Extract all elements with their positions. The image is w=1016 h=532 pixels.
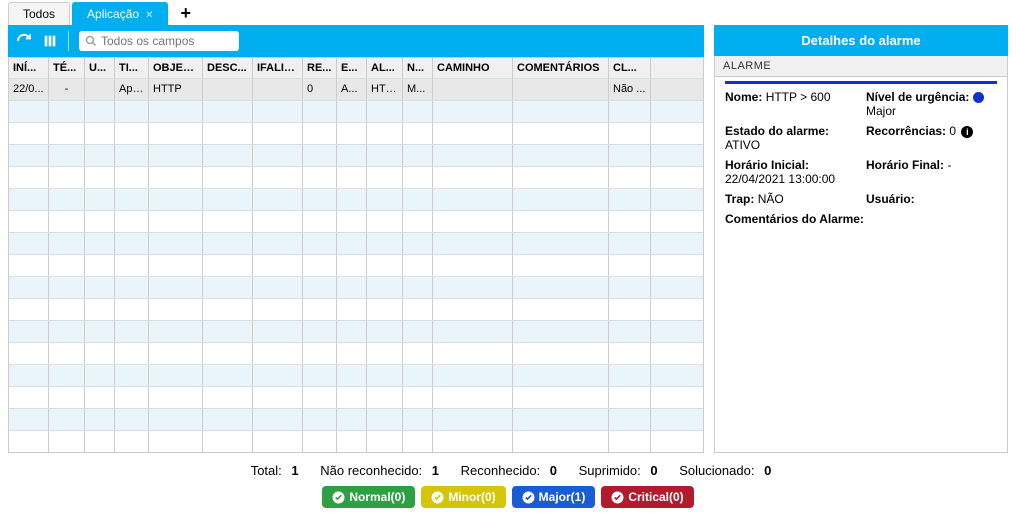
table-row xyxy=(9,100,703,122)
tab-aplicacao[interactable]: Aplicação✕ xyxy=(72,2,168,25)
table-row xyxy=(9,430,703,452)
col-header[interactable]: INÍ... xyxy=(9,58,49,78)
table-row xyxy=(9,188,703,210)
col-header[interactable]: N... xyxy=(403,58,433,78)
col-header[interactable]: TÉ... xyxy=(49,58,85,78)
field-estado: Estado do alarme:ATIVO xyxy=(725,124,856,152)
alarm-grid: INÍ... TÉ... U... TI... OBJETO DESC... I… xyxy=(8,57,704,453)
footer: Total: 1 Não reconhecido: 1 Reconhecido:… xyxy=(0,453,1016,514)
table-row xyxy=(9,342,703,364)
col-header[interactable]: TI... xyxy=(115,58,149,78)
toolbar xyxy=(8,25,704,57)
col-header[interactable]: RE... xyxy=(303,58,337,78)
field-recor: Recorrências: 0 i xyxy=(866,124,997,152)
table-row xyxy=(9,254,703,276)
info-icon[interactable]: i xyxy=(961,126,973,138)
col-header[interactable]: U... xyxy=(85,58,115,78)
field-nivel: Nível de urgência: Major xyxy=(866,90,997,118)
col-header[interactable]: DESC... xyxy=(203,58,253,78)
stat-nao-reconhecido: Não reconhecido: 1 xyxy=(314,463,439,478)
badge-normal[interactable]: Normal(0) xyxy=(322,486,415,508)
major-dot-icon xyxy=(973,92,984,103)
details-panel: ALARME Nome: HTTP > 600 Nível de urgênci… xyxy=(714,56,1008,453)
search-icon xyxy=(85,35,97,47)
field-horario-final: Horário Final: - xyxy=(866,158,997,186)
stat-total: Total: 1 xyxy=(245,463,299,478)
badge-minor[interactable]: Minor(0) xyxy=(421,486,505,508)
check-circle-icon xyxy=(522,491,535,504)
table-row xyxy=(9,122,703,144)
stat-reconhecido: Reconhecido: 0 xyxy=(455,463,557,478)
severity-bar xyxy=(725,81,997,84)
field-nome: Nome: HTTP > 600 xyxy=(725,90,856,118)
check-circle-icon xyxy=(431,491,444,504)
details-title: Detalhes do alarme xyxy=(714,25,1008,56)
section-alarme: ALARME xyxy=(715,56,1007,77)
table-row xyxy=(9,320,703,342)
tab-todos[interactable]: Todos xyxy=(8,2,70,25)
col-header[interactable]: AL... xyxy=(367,58,403,78)
table-row xyxy=(9,232,703,254)
col-header[interactable]: E... xyxy=(337,58,367,78)
search-input-wrap xyxy=(79,31,239,51)
search-input[interactable] xyxy=(101,34,233,48)
table-row xyxy=(9,364,703,386)
badge-major[interactable]: Major(1) xyxy=(512,486,596,508)
badge-critical[interactable]: Critical(0) xyxy=(601,486,693,508)
field-trap: Trap: NÃO xyxy=(725,192,856,206)
table-row xyxy=(9,408,703,430)
field-comentarios: Comentários do Alarme: xyxy=(725,212,997,226)
col-header[interactable]: IFALIAS xyxy=(253,58,303,78)
grid-body: 22/0... - Apl... HTTP 0 A... HTT... M... xyxy=(9,78,703,452)
table-row xyxy=(9,210,703,232)
close-icon[interactable]: ✕ xyxy=(145,10,153,21)
footer-stats: Total: 1 Não reconhecido: 1 Reconhecido:… xyxy=(0,463,1016,478)
col-header[interactable]: COMENTÁRIOS xyxy=(513,58,609,78)
table-row xyxy=(9,298,703,320)
field-horario-inicial: Horário Inicial:22/04/2021 13:00:00 xyxy=(725,158,856,186)
col-header[interactable]: OBJETO xyxy=(149,58,203,78)
table-row xyxy=(9,276,703,298)
columns-icon[interactable] xyxy=(42,33,58,49)
stat-suprimido: Suprimido: 0 xyxy=(573,463,658,478)
table-row[interactable]: 22/0... - Apl... HTTP 0 A... HTT... M... xyxy=(9,78,703,100)
grid-header: INÍ... TÉ... U... TI... OBJETO DESC... I… xyxy=(9,58,703,78)
tab-bar: Todos Aplicação✕ + xyxy=(0,0,1016,25)
check-circle-icon xyxy=(611,491,624,504)
separator xyxy=(68,31,69,51)
col-header[interactable]: CL... xyxy=(609,58,651,78)
table-row xyxy=(9,166,703,188)
col-header[interactable]: CAMINHO xyxy=(433,58,513,78)
table-row xyxy=(9,144,703,166)
table-row xyxy=(9,386,703,408)
stat-solucionado: Solucionado: 0 xyxy=(673,463,771,478)
refresh-icon[interactable] xyxy=(16,33,32,49)
check-circle-icon xyxy=(332,491,345,504)
add-tab-button[interactable]: + xyxy=(170,3,201,24)
field-usuario: Usuário: xyxy=(866,192,997,206)
